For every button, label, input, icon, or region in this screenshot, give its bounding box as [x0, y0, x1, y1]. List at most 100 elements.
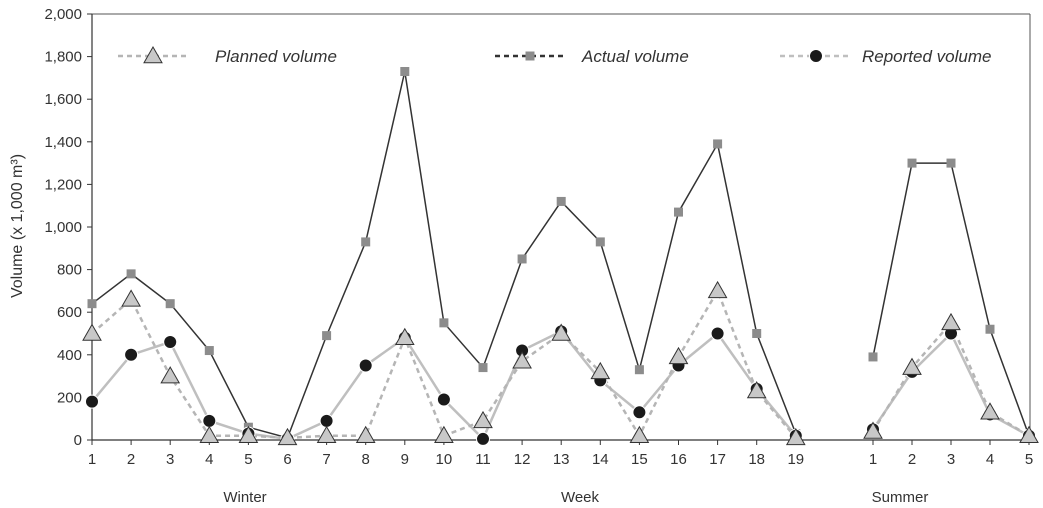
tick-labels: 0 200 400 600 800 1,000 1,200 1,400 1,600 1,800 2,… — [44, 6, 1033, 506]
x-group-label: Winter — [223, 489, 266, 506]
y-tick-label: 0 — [74, 432, 82, 449]
planned-volume-point — [668, 346, 689, 365]
planned-volume-point — [355, 425, 376, 443]
y-tick-label: 1,600 — [44, 91, 82, 108]
planned-volume-point — [277, 427, 298, 446]
planned-volume-point — [941, 312, 961, 331]
x-tick-label: 1 — [88, 451, 96, 468]
planned-volume-point — [434, 425, 454, 443]
reported-volume-line — [91, 329, 797, 442]
legend-item: Planned volume — [118, 45, 337, 66]
planned-volume-point — [512, 351, 532, 369]
planned-volume-point — [980, 402, 1000, 420]
x-tick-label: 18 — [748, 451, 765, 468]
actual-volume-point — [126, 269, 136, 279]
legend: Planned volume Actual volume Reported volu… — [118, 45, 991, 66]
x-tick-label: 2 — [908, 451, 916, 468]
planned-volume-point — [590, 361, 611, 380]
actual-volume-point — [907, 158, 917, 168]
reported-volume-point — [476, 431, 490, 446]
actual-volume-point — [674, 207, 683, 217]
x-tick-label: 3 — [166, 451, 174, 468]
planned-volume-line — [91, 288, 797, 440]
planned-volume-point — [863, 421, 883, 439]
planned-volume-point — [160, 366, 181, 384]
reported-volume-point — [632, 405, 647, 420]
actual-volume-line — [91, 71, 797, 439]
x-tick-label: 10 — [436, 451, 453, 468]
x-tick-label: 8 — [362, 451, 370, 468]
actual-volume-point — [752, 329, 762, 338]
y-tick-label: 1,200 — [44, 176, 82, 193]
planned-volume-point — [902, 357, 922, 375]
reported-volume-point — [163, 335, 178, 350]
x-tick-label: 7 — [322, 451, 330, 468]
x-tick-label: 6 — [283, 451, 291, 468]
planned-volume-point — [82, 323, 102, 341]
x-tick-label: 12 — [514, 451, 531, 468]
planned-volume-point — [629, 425, 650, 443]
legend-item: Actual volume — [495, 47, 689, 66]
legend-label: Reported volume — [862, 47, 991, 66]
reported-volume-point — [436, 392, 451, 407]
actual-volume-point — [868, 352, 878, 362]
y-tick-label: 1,800 — [44, 49, 82, 66]
x-group-label: Week — [561, 489, 600, 506]
actual-volume-point — [525, 51, 535, 61]
actual-volume-point — [204, 346, 214, 356]
x-tick-label: 19 — [787, 451, 804, 468]
legend-label: Planned volume — [215, 47, 337, 66]
x-tick-label: 4 — [986, 451, 994, 468]
chart-axes — [87, 13, 1031, 445]
planned-volume-point — [316, 425, 337, 443]
planned-volume-point — [394, 327, 415, 346]
actual-volume-point — [556, 196, 566, 206]
actual-volume-point — [478, 363, 488, 373]
reported-volume-point — [358, 358, 373, 373]
planned-volume-point — [143, 45, 163, 64]
legend-item: Reported volume — [780, 47, 991, 66]
x-tick-label: 15 — [631, 451, 648, 468]
planned-volume-point — [199, 425, 220, 443]
planned-volume-point — [473, 410, 493, 429]
y-tick-label: 800 — [57, 262, 82, 279]
reported-volume-point — [710, 326, 725, 341]
x-tick-label: 4 — [205, 451, 213, 468]
actual-volume-point — [361, 237, 371, 247]
x-group-label: Summer — [872, 489, 929, 506]
x-tick-label: 9 — [401, 451, 409, 468]
reported-volume-point — [85, 394, 99, 409]
legend-label: Actual volume — [581, 47, 689, 66]
x-tick-label: 3 — [947, 451, 955, 468]
x-tick-label: 13 — [553, 451, 570, 468]
planned-volume-point — [746, 381, 767, 399]
x-tick-label: 1 — [869, 451, 877, 468]
actual-volume-point — [985, 324, 995, 334]
actual-volume-point — [946, 158, 956, 168]
y-tick-label: 2,000 — [44, 6, 82, 23]
reported-volume-point — [319, 413, 334, 428]
actual-volume-point — [634, 365, 644, 375]
planned-volume-point — [121, 289, 141, 307]
actual-volume-point — [517, 254, 527, 264]
reported-volume-point — [809, 49, 823, 63]
y-tick-label: 200 — [57, 389, 82, 406]
y-tick-label: 600 — [57, 304, 82, 321]
planned-volume-point — [785, 427, 806, 446]
x-tick-label: 11 — [475, 451, 491, 468]
actual-volume-point — [439, 318, 449, 328]
x-tick-label: 14 — [592, 451, 609, 468]
y-axis-title: Volume (x 1,000 m³) — [9, 154, 26, 298]
planned-volume-point — [238, 425, 259, 443]
x-tick-label: 16 — [670, 451, 687, 468]
y-tick-label: 1,400 — [44, 134, 82, 151]
actual-volume-point — [713, 139, 723, 149]
reported-volume-point — [124, 347, 139, 362]
actual-volume-point — [165, 299, 175, 309]
y-tick-label: 1,000 — [44, 219, 82, 236]
reported-volume-point — [202, 413, 217, 428]
planned-volume-point — [707, 280, 728, 299]
x-tick-label: 2 — [127, 451, 135, 468]
planned-volume-point — [1019, 425, 1039, 443]
